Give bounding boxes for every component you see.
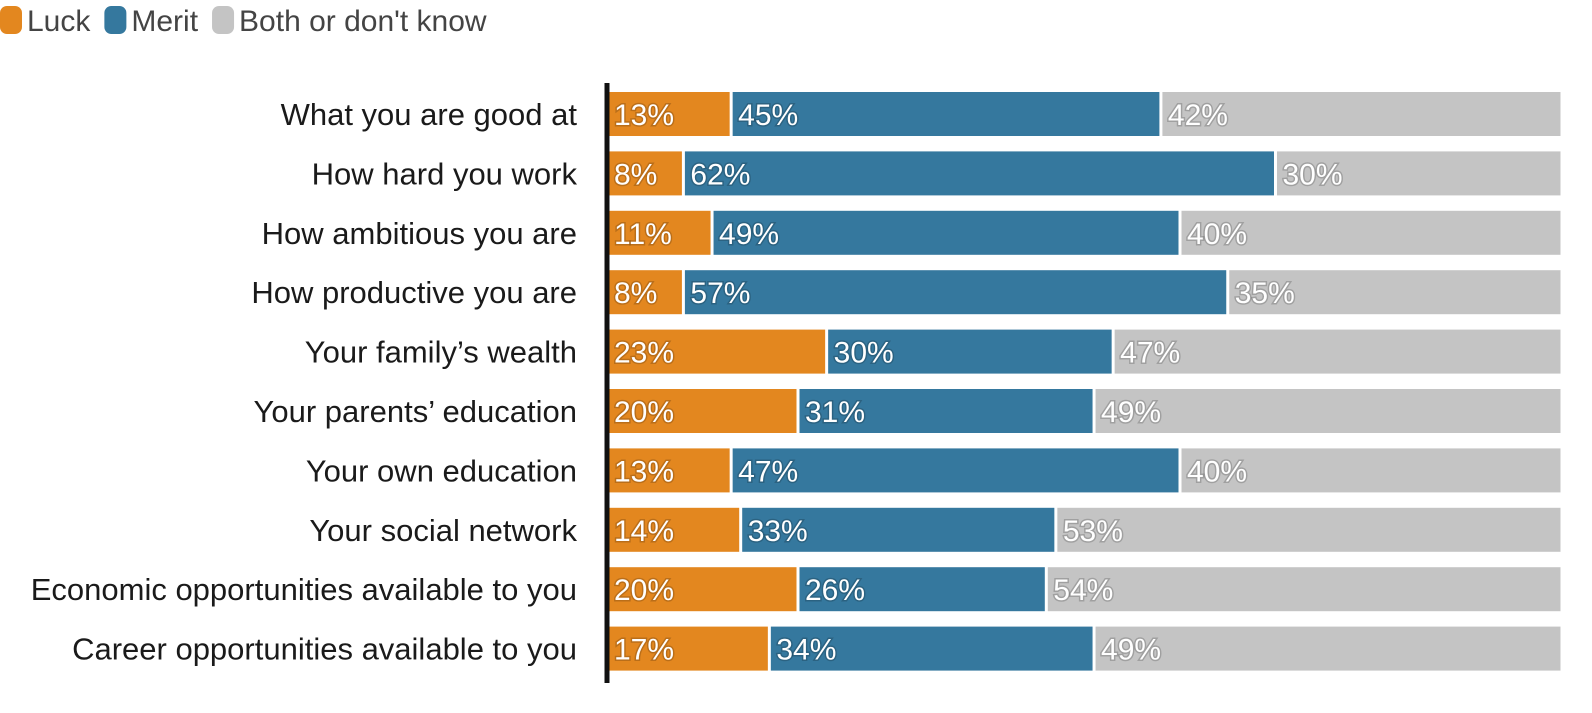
value-label-merit: 49%	[719, 218, 779, 251]
category-label: How productive you are	[251, 275, 577, 310]
value-label-both-or-don-t-know: 54%	[1053, 574, 1113, 607]
value-label-luck: 8%	[614, 158, 657, 191]
bar-merit	[732, 448, 1179, 493]
value-label-merit: 34%	[776, 634, 836, 667]
bar-both-or-don-t-know	[1114, 329, 1561, 374]
bar-both-or-don-t-know	[1057, 507, 1561, 552]
bars-group	[608, 92, 1561, 671]
bar-luck	[608, 567, 797, 612]
bar-merit	[770, 626, 1093, 671]
bar-merit	[684, 151, 1274, 196]
value-label-both-or-don-t-know: 49%	[1101, 634, 1161, 667]
category-label: What you are good at	[281, 97, 578, 132]
bar-luck	[608, 329, 826, 374]
bar-luck	[608, 626, 768, 671]
value-label-luck: 20%	[614, 574, 674, 607]
value-label-merit: 26%	[805, 574, 865, 607]
value-label-merit: 30%	[834, 337, 894, 370]
category-label: Your own education	[306, 453, 577, 488]
value-label-both-or-don-t-know: 47%	[1120, 337, 1180, 370]
bar-luck	[608, 92, 730, 136]
value-label-both-or-don-t-know: 42%	[1168, 99, 1228, 132]
value-label-merit: 31%	[805, 396, 865, 429]
value-label-both-or-don-t-know: 40%	[1187, 218, 1247, 251]
value-label-both-or-don-t-know: 53%	[1063, 515, 1123, 548]
bar-both-or-don-t-know	[1181, 210, 1561, 255]
value-label-luck: 14%	[614, 515, 674, 548]
value-label-merit: 47%	[738, 455, 798, 488]
value-label-both-or-don-t-know: 40%	[1187, 455, 1247, 488]
value-label-luck: 11%	[614, 218, 672, 251]
legend-label-both-or-don-t-know: Both or don't know	[239, 5, 487, 38]
value-label-luck: 13%	[614, 99, 674, 132]
legend-swatch-luck	[0, 6, 22, 34]
value-label-luck: 17%	[614, 634, 674, 667]
value-labels: 13% 45% 42% 8% 62% 30% 11% 49% 40% 8% 57% 35% 23% 30%…	[613, 98, 1345, 669]
bar-both-or-don-t-know	[1277, 151, 1561, 196]
category-label: How ambitious you are	[262, 216, 577, 251]
bar-merit	[684, 270, 1227, 315]
bar-merit	[742, 507, 1055, 552]
bar-merit	[799, 567, 1045, 612]
value-label-luck: 13%	[614, 455, 674, 488]
value-label-luck: 23%	[614, 337, 674, 370]
legend: Luck Merit Both or don't know	[0, 5, 487, 38]
bar-both-or-don-t-know	[1162, 92, 1561, 136]
bar-luck	[608, 270, 682, 315]
value-label-both-or-don-t-know: 49%	[1101, 396, 1161, 429]
bar-merit	[799, 389, 1093, 433]
legend-swatch-merit	[104, 6, 127, 34]
value-label-luck: 20%	[614, 396, 674, 429]
value-label-both-or-don-t-know: 35%	[1235, 277, 1295, 310]
bar-both-or-don-t-know	[1047, 567, 1561, 612]
value-label-merit: 57%	[690, 277, 750, 310]
category-label: Economic opportunities available to you	[31, 572, 577, 607]
legend-label-merit: Merit	[131, 5, 198, 38]
value-label-merit: 33%	[748, 515, 808, 548]
value-label-merit: 62%	[690, 158, 750, 191]
bar-luck	[608, 389, 797, 433]
bar-luck	[608, 210, 711, 255]
bar-both-or-don-t-know	[1095, 626, 1561, 671]
bar-merit	[732, 92, 1160, 136]
bar-both-or-don-t-know	[1229, 270, 1561, 315]
category-label: How hard you work	[312, 156, 578, 191]
category-label: Your family’s wealth	[305, 335, 577, 370]
bar-luck	[608, 151, 682, 196]
bar-both-or-don-t-know	[1095, 389, 1561, 433]
category-labels: What you are good at How hard you work How…	[31, 97, 578, 667]
value-label-both-or-don-t-know: 30%	[1283, 158, 1343, 191]
value-label-luck: 8%	[614, 277, 657, 310]
value-label-merit: 45%	[738, 99, 798, 132]
category-label: Career opportunities available to you	[72, 632, 577, 667]
bar-luck	[608, 507, 740, 552]
bar-merit	[713, 210, 1179, 255]
category-label: Your social network	[309, 513, 577, 548]
category-label: Your parents’ education	[254, 394, 577, 429]
bar-luck	[608, 448, 730, 493]
legend-swatch-both-or-don-t-know	[212, 6, 235, 34]
bar-both-or-don-t-know	[1181, 448, 1561, 493]
bar-merit	[828, 329, 1112, 374]
legend-label-luck: Luck	[27, 5, 91, 38]
